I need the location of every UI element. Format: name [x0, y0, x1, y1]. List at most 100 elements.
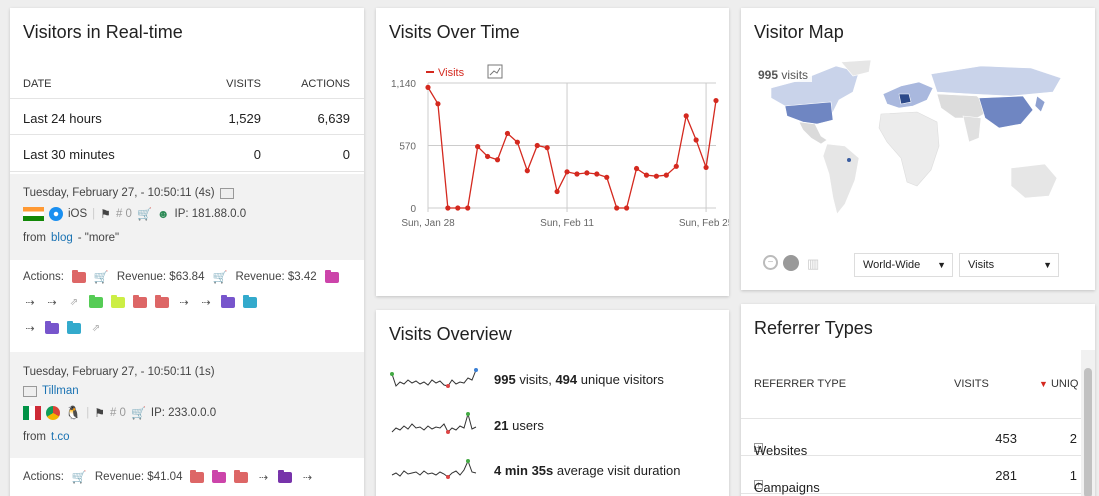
referrer-types-widget: Referrer Types REFERRER TYPE VISITS ▼ UN…	[741, 304, 1095, 496]
row-label: Last 24 hours	[23, 111, 102, 126]
action-folder-icon[interactable]	[45, 321, 59, 334]
map-usa	[784, 101, 834, 125]
header-referrer-type[interactable]: REFERRER TYPE	[754, 378, 847, 390]
visitor-profile-icon[interactable]	[219, 187, 234, 199]
revenue: Revenue: $63.84	[116, 271, 205, 283]
expand-icon[interactable]: +	[754, 443, 763, 452]
data-point	[683, 113, 689, 119]
evolution-graph-icon-line	[489, 67, 501, 76]
legend-label: Visits	[438, 67, 465, 79]
data-point	[673, 163, 679, 169]
row-visits: 281	[995, 468, 1017, 483]
map-china	[978, 95, 1034, 129]
arrow-icon: ⇢	[25, 297, 35, 309]
map-russia	[930, 65, 1062, 97]
action-folder-icon[interactable]	[324, 269, 339, 283]
data-point	[554, 188, 560, 195]
header-unique-label: UNIQ VISITO	[1050, 378, 1079, 390]
header-visits: VISITS	[226, 78, 261, 90]
goal-flag-icon: ⚑	[100, 207, 111, 221]
globe-icon[interactable]	[783, 255, 799, 271]
referrer-link[interactable]: blog	[51, 232, 73, 244]
scrollbar-thumb[interactable]	[1084, 368, 1092, 496]
flag-italy-icon	[23, 406, 41, 420]
action-folder-icon[interactable]	[89, 295, 103, 308]
chevron-down-icon: ▼	[1043, 260, 1052, 270]
visits-overview-title: Visits Overview	[389, 324, 512, 344]
visitor-avatar-icon: ☻	[156, 207, 170, 221]
expand-icon[interactable]: +	[754, 480, 763, 489]
map-summary-label: visits	[781, 68, 809, 82]
map-mexico	[798, 121, 828, 145]
action-folder-icon[interactable]	[190, 469, 205, 483]
data-point	[633, 165, 640, 172]
overview-duration-text: 4 min 35s average visit duration	[494, 462, 681, 478]
action-folder-icon[interactable]	[278, 469, 293, 483]
visit-entry[interactable]: Tuesday, February 27, - 10:50:11 (4s) iO…	[10, 174, 364, 260]
data-point	[435, 101, 441, 107]
ecommerce-cart-icon: 🛒	[93, 270, 109, 284]
sparkline-duration[interactable]	[390, 457, 480, 483]
table-row[interactable]: + Websites 453 2	[741, 418, 1081, 458]
action-folder-icon[interactable]	[243, 295, 257, 308]
arrow-icon: ⇢	[302, 471, 313, 484]
visitor-profile-icon[interactable]	[23, 385, 37, 397]
scrollbar[interactable]	[1081, 350, 1095, 496]
actions-label: Actions:	[23, 471, 64, 483]
data-point	[693, 137, 699, 143]
city-view-icon[interactable]: ▥	[807, 256, 820, 271]
action-folder-icon[interactable]	[133, 295, 147, 308]
data-point	[544, 145, 550, 151]
overview-row-users: 21 users	[390, 412, 544, 438]
row-visits: 0	[253, 147, 261, 162]
zoom-out-icon[interactable]: −	[763, 255, 778, 270]
row-label: Last 30 minutes	[23, 147, 115, 162]
action-folder-icon[interactable]	[67, 321, 81, 334]
world-map[interactable]	[741, 58, 1095, 228]
visits-series-line	[427, 87, 717, 209]
map-france	[898, 93, 912, 105]
realtime-widget: Visitors in Real-time DATE VISITS ACTION…	[10, 8, 364, 496]
goal-count: # 0	[115, 208, 132, 220]
y-tick-label: 570	[399, 142, 416, 153]
header-visits[interactable]: VISITS	[954, 378, 989, 390]
action-folder-icon[interactable]	[155, 295, 169, 308]
actions-label: Actions:	[23, 271, 64, 283]
sparkline-visits[interactable]	[390, 366, 480, 392]
visits-over-time-title: Visits Over Time	[389, 22, 520, 42]
region-select[interactable]: World-Wide ▼	[854, 253, 953, 277]
visitor-name-link[interactable]: Tillman	[42, 385, 79, 397]
os-label: iOS	[68, 208, 88, 220]
map-greenland	[840, 59, 872, 77]
header-actions: ACTIONS	[301, 78, 350, 90]
y-tick-label: 0	[410, 204, 416, 215]
chevron-down-icon: ▼	[937, 260, 946, 270]
header-unique-visitors[interactable]: ▼ UNIQ VISITO	[1039, 378, 1079, 390]
action-folder-icon[interactable]	[212, 469, 227, 483]
visits-line-chart: Visits 0 570 1,140 Sun, Jan 28 Sun, Feb 11 Sun…	[391, 64, 729, 229]
action-folder-icon[interactable]	[111, 295, 125, 308]
row-label: Websites	[754, 443, 808, 458]
overview-visits-text: 995 visits, 494 unique visitors	[494, 371, 664, 387]
x-tick-label: Sun, Feb 25	[679, 218, 729, 229]
safari-icon	[49, 207, 63, 221]
action-folder-icon[interactable]	[221, 295, 235, 308]
map-australia	[1010, 163, 1058, 199]
map-summary-value: 995	[758, 68, 779, 82]
ecommerce-cart-icon: 🛒	[71, 470, 87, 484]
table-row[interactable]: + Campaigns 281 1	[741, 456, 1081, 495]
data-point	[643, 172, 650, 178]
data-point	[514, 139, 520, 145]
metric-select[interactable]: Visits ▼	[959, 253, 1059, 277]
table-row: Last 24 hours 1,529 6,639	[10, 98, 364, 135]
visit-entry[interactable]: Tuesday, February 27, - 10:50:11 (1s) Ti…	[10, 352, 364, 458]
arrow-icon: ⇢	[179, 297, 189, 309]
referrer-link[interactable]: t.co	[51, 431, 70, 443]
table-row: Last 30 minutes 0 0	[10, 135, 364, 172]
action-folder-icon[interactable]	[71, 269, 86, 283]
data-point	[504, 130, 511, 137]
data-point	[494, 157, 501, 163]
action-folder-icon[interactable]	[234, 469, 249, 483]
sort-desc-icon: ▼	[1039, 379, 1048, 389]
sparkline-users[interactable]	[390, 412, 480, 438]
